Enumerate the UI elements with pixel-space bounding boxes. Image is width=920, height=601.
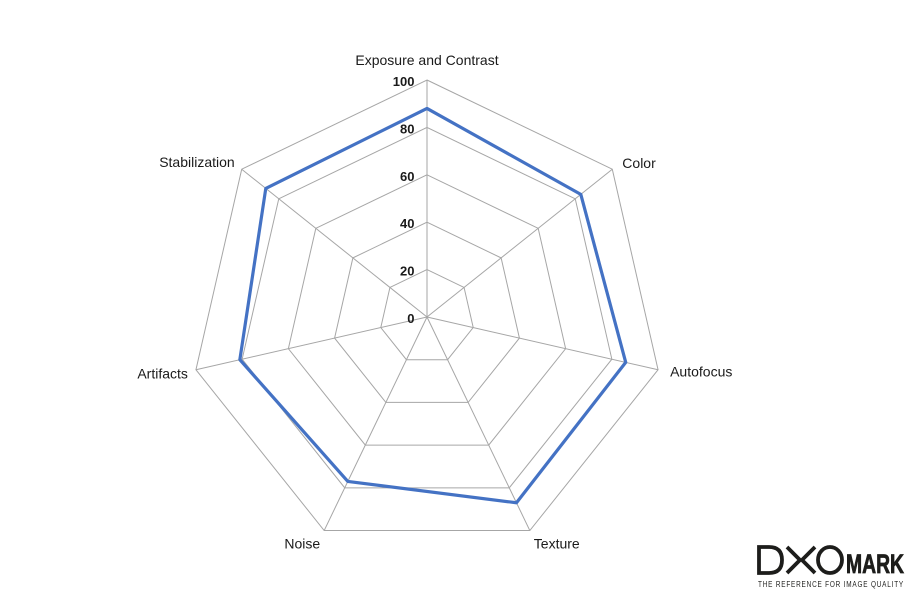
logo-letter-x-right-chevron-icon (799, 545, 817, 575)
category-label: Autofocus (670, 364, 732, 380)
axis-tick-label: 0 (407, 311, 414, 326)
axis-spoke (323, 316, 428, 531)
dxomark-logo-graphic: MARK THE REFERENCE FOR IMAGE QUALITY (757, 545, 905, 589)
grid-ring (195, 79, 659, 532)
axis-tick-label: 40 (400, 216, 414, 231)
category-label: Texture (534, 536, 580, 552)
grid-ring (380, 269, 474, 361)
axis-spoke (195, 316, 428, 371)
logo-text-mark: MARK (846, 549, 904, 579)
logo-letter-d-icon (757, 545, 784, 575)
axis-spoke (426, 316, 531, 531)
axis-tick-label: 20 (400, 264, 414, 279)
data-series-polygon (238, 106, 628, 505)
category-label: Noise (284, 536, 320, 552)
grid-ring (241, 126, 613, 489)
category-label: Stabilization (159, 154, 235, 170)
logo-letter-o-icon (816, 545, 844, 575)
grid-ring (334, 221, 520, 403)
axis-spoke (426, 316, 659, 371)
dxomark-logo: MARK THE REFERENCE FOR IMAGE QUALITY (756, 545, 906, 591)
axis-tick-label: 100 (393, 74, 415, 89)
logo-tagline: THE REFERENCE FOR IMAGE QUALITY (758, 580, 904, 589)
axis-spoke (241, 168, 428, 318)
axis-tick-label: 80 (400, 121, 414, 136)
logo-letter-x-left-chevron-icon (785, 545, 803, 575)
category-label: Exposure and Contrast (355, 52, 498, 68)
category-label: Color (622, 155, 656, 171)
category-label: Artifacts (137, 366, 188, 382)
axis-tick-label: 60 (400, 169, 414, 184)
axis-spoke (426, 168, 613, 318)
grid-ring (287, 174, 567, 446)
